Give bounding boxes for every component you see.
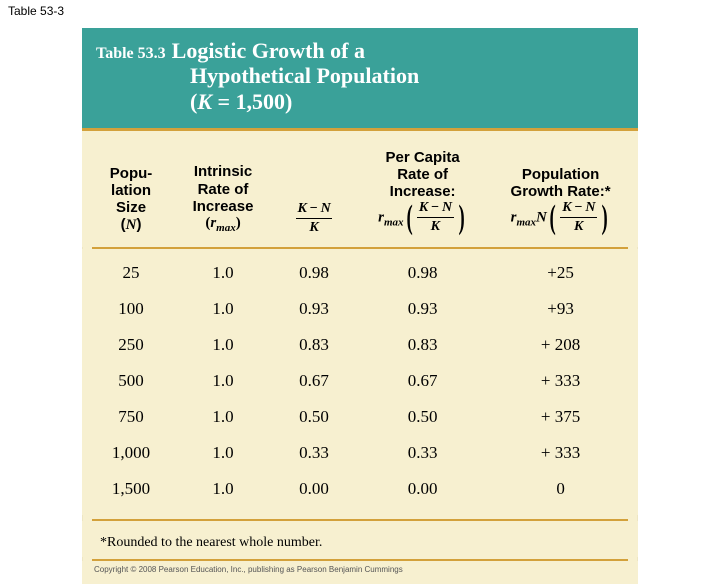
table-row: 100 1.0 0.93 0.93 +93 (88, 291, 632, 327)
subscript: max (516, 216, 536, 228)
cell-percapita: 0.83 (356, 335, 489, 355)
cell-growth: + 333 (489, 443, 632, 463)
cell-percapita: 0.00 (356, 479, 489, 499)
hdr-text: Size (88, 199, 174, 216)
header-per-capita-rate: Per Capita Rate of Increase: rmax(K − NK… (356, 149, 489, 235)
cell-rmax: 1.0 (174, 371, 272, 391)
cell-knk: 0.33 (272, 443, 356, 463)
cell-n: 1,500 (88, 479, 174, 499)
copyright: Copyright © 2008 Pearson Education, Inc.… (82, 561, 638, 584)
header-intrinsic-rate: Intrinsic Rate of Increase (rmax) (174, 163, 272, 234)
hdr-formula-rmax: (rmax) (174, 215, 272, 235)
table-row: 500 1.0 0.67 0.67 + 333 (88, 363, 632, 399)
fraction: K − N K (294, 202, 335, 235)
fraction: K − NK (558, 201, 599, 234)
cell-growth: + 375 (489, 407, 632, 427)
cell-growth: + 208 (489, 335, 632, 355)
cell-percapita: 0.98 (356, 263, 489, 283)
table-number: Table 53.3 (96, 45, 166, 63)
table-row: 250 1.0 0.83 0.83 + 208 (88, 327, 632, 363)
cell-n: 250 (88, 335, 174, 355)
cell-growth: + 333 (489, 371, 632, 391)
hdr-text: Population (489, 166, 632, 183)
table-title-bar: Table 53.3 Logistic Growth of a Hypotheti… (82, 28, 638, 128)
header-population-size: Popu- lation Size (N) (88, 165, 174, 235)
table-row: 25 1.0 0.98 0.98 +25 (88, 255, 632, 291)
hdr-text: Growth Rate:* (489, 183, 632, 200)
hdr-text: Rate of (356, 166, 489, 183)
cell-n: 750 (88, 407, 174, 427)
fraction: K − NK (415, 201, 456, 234)
cell-percapita: 0.67 (356, 371, 489, 391)
header-k-minus-n-over-k: K − N K (272, 202, 356, 235)
cell-growth: +25 (489, 263, 632, 283)
hdr-text: (N) (88, 216, 174, 234)
cell-percapita: 0.93 (356, 299, 489, 319)
cell-rmax: 1.0 (174, 299, 272, 319)
footnote: *Rounded to the nearest whole number. (82, 521, 638, 557)
hdr-text: lation (88, 182, 174, 199)
cell-n: 500 (88, 371, 174, 391)
table-row: 1,000 1.0 0.33 0.33 + 333 (88, 435, 632, 471)
cell-n: 1,000 (88, 443, 174, 463)
subscript: max (216, 222, 236, 234)
table-body: 25 1.0 0.98 0.98 +25 100 1.0 0.93 0.93 +… (82, 249, 638, 515)
cell-rmax: 1.0 (174, 479, 272, 499)
cell-knk: 0.98 (272, 263, 356, 283)
table-row: 1,500 1.0 0.00 0.00 0 (88, 471, 632, 507)
cell-rmax: 1.0 (174, 263, 272, 283)
cell-rmax: 1.0 (174, 443, 272, 463)
hdr-text: Rate of (174, 181, 272, 198)
subscript: max (384, 216, 404, 228)
hdr-text: Increase: (356, 183, 489, 200)
hdr-text: Per Capita (356, 149, 489, 166)
table-row: 750 1.0 0.50 0.50 + 375 (88, 399, 632, 435)
cell-n: 25 (88, 263, 174, 283)
cell-percapita: 0.50 (356, 407, 489, 427)
cell-rmax: 1.0 (174, 407, 272, 427)
cell-knk: 0.67 (272, 371, 356, 391)
cell-knk: 0.93 (272, 299, 356, 319)
table-figure: Table 53.3 Logistic Growth of a Hypotheti… (82, 28, 638, 584)
slide: { "top_label": "Table 53-3", "title": { … (0, 0, 720, 540)
cell-percapita: 0.33 (356, 443, 489, 463)
cell-growth: 0 (489, 479, 632, 499)
hdr-formula-growthrate: rmaxN(K − NK) (489, 201, 632, 235)
header-growth-rate: Population Growth Rate:* rmaxN(K − NK) (489, 166, 632, 235)
cell-knk: 0.50 (272, 407, 356, 427)
slide-caption: Table 53-3 (8, 4, 64, 18)
hdr-text: Increase (174, 198, 272, 215)
cell-knk: 0.00 (272, 479, 356, 499)
table-title-line1: Logistic Growth of a (172, 38, 365, 63)
cell-rmax: 1.0 (174, 335, 272, 355)
column-headers: Popu- lation Size (N) Intrinsic Rate of … (82, 131, 638, 247)
cell-knk: 0.83 (272, 335, 356, 355)
cell-n: 100 (88, 299, 174, 319)
hdr-text: Popu- (88, 165, 174, 182)
table-title-line2: Hypothetical Population (190, 63, 624, 88)
table-title-line3: (K = 1,500) (190, 89, 624, 114)
hdr-formula-percapita: rmax(K − NK) (356, 201, 489, 235)
cell-growth: +93 (489, 299, 632, 319)
hdr-text: Intrinsic (174, 163, 272, 180)
